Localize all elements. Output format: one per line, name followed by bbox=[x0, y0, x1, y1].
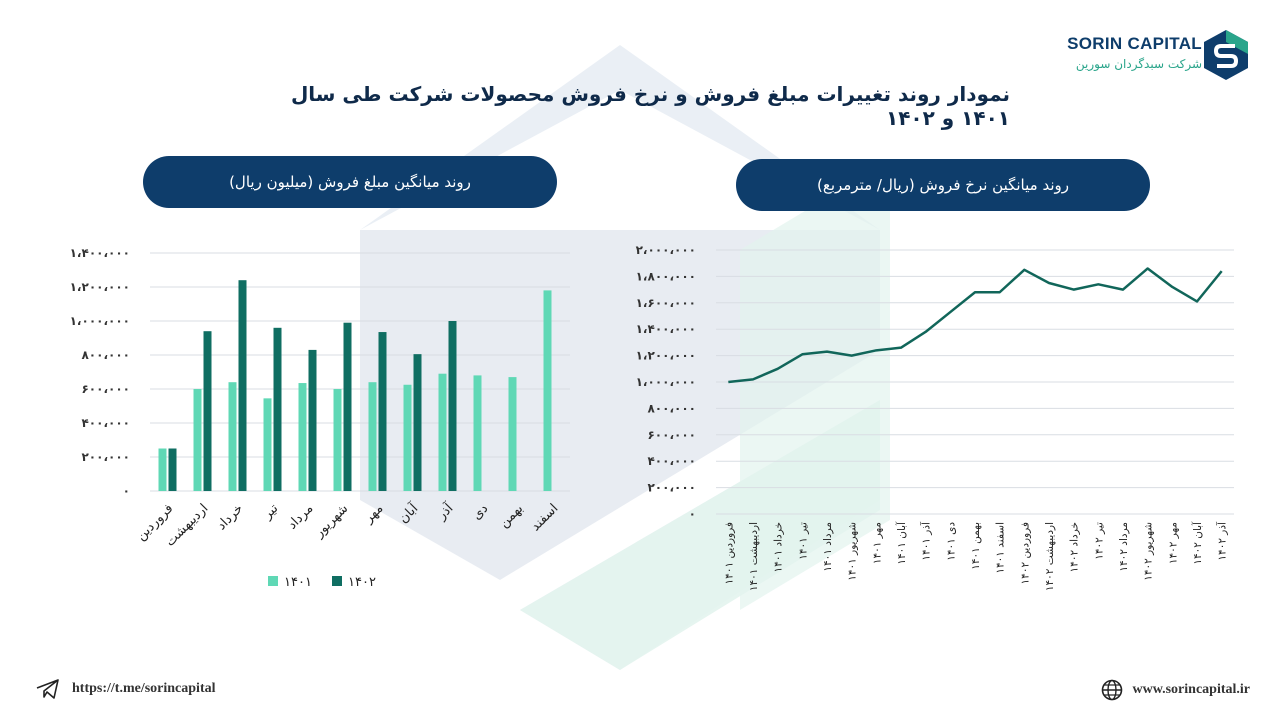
bar-1401 bbox=[543, 290, 552, 491]
bar-xtick-label: مرداد bbox=[285, 501, 316, 532]
bar-ytick-label: ۰ bbox=[123, 484, 130, 498]
line-xtick-label: مهر ۱۴۰۱ bbox=[871, 522, 883, 564]
brand-name: SORIN CAPITAL bbox=[1067, 34, 1202, 53]
bar-ytick-label: ۱،۴۰۰،۰۰۰ bbox=[70, 246, 130, 260]
line-xtick-label: مرداد ۱۴۰۱ bbox=[822, 522, 834, 572]
line-ytick-label: ۱،۸۰۰،۰۰۰ bbox=[636, 269, 696, 283]
bar-ytick-label: ۶۰۰،۰۰۰ bbox=[81, 382, 130, 396]
line-xtick-label: آبان ۱۴۰۱ bbox=[895, 521, 908, 565]
bar-1401 bbox=[298, 383, 307, 491]
line-ytick-label: ۰ bbox=[689, 507, 696, 521]
bar-chart-title: روند میانگین مبلغ فروش (میلیون ریال) bbox=[143, 156, 557, 208]
legend-swatch bbox=[332, 576, 342, 586]
line-xtick-label: مرداد ۱۴۰۲ bbox=[1118, 522, 1130, 572]
bar-1402 bbox=[308, 349, 317, 491]
line-xtick-label: اسفند ۱۴۰۱ bbox=[995, 522, 1007, 574]
footer-telegram[interactable]: https://t.me/sorincapital bbox=[36, 679, 216, 699]
line-series bbox=[728, 267, 1223, 384]
bar-xtick-label: شهریور bbox=[311, 501, 351, 541]
bar-1402 bbox=[343, 322, 352, 491]
bar-1401 bbox=[403, 384, 412, 491]
bar-xtick-label: خرداد bbox=[214, 501, 246, 533]
bar-1402 bbox=[273, 327, 282, 491]
brand-block: SORIN CAPITAL شرکت سبدگردان سورین bbox=[1067, 34, 1202, 71]
bar-1401 bbox=[508, 377, 517, 491]
bar-xtick-label: بهمن bbox=[497, 501, 527, 531]
bar-ytick-label: ۸۰۰،۰۰۰ bbox=[81, 348, 130, 362]
line-xtick-label: تیر ۱۴۰۲ bbox=[1093, 522, 1105, 560]
line-ytick-label: ۴۰۰،۰۰۰ bbox=[647, 454, 696, 468]
line-ytick-label: ۶۰۰،۰۰۰ bbox=[647, 428, 696, 442]
bar-1401 bbox=[333, 389, 342, 491]
bar-1402 bbox=[378, 332, 387, 491]
line-ytick-label: ۲۰۰،۰۰۰ bbox=[647, 481, 696, 495]
bar-1402 bbox=[238, 280, 247, 491]
legend-swatch bbox=[268, 576, 278, 586]
line-xtick-label: شهریور ۱۴۰۲ bbox=[1143, 522, 1155, 581]
bar-1402 bbox=[168, 448, 177, 491]
page-title: نمودار روند تغییرات مبلغ فروش و نرخ فروش… bbox=[290, 82, 1010, 130]
bar-ytick-label: ۲۰۰،۰۰۰ bbox=[81, 450, 130, 464]
line-ytick-label: ۸۰۰،۰۰۰ bbox=[647, 401, 696, 415]
line-xtick-label: اردیبهشت ۱۴۰۲ bbox=[1044, 522, 1056, 591]
line-ytick-label: ۱،۶۰۰،۰۰۰ bbox=[636, 296, 696, 310]
line-xtick-label: بهمن ۱۴۰۱ bbox=[970, 522, 982, 570]
bar-1401 bbox=[228, 382, 237, 491]
bar-1401 bbox=[263, 398, 272, 491]
line-xtick-label: شهریور ۱۴۰۱ bbox=[847, 522, 859, 581]
bar-1401 bbox=[438, 373, 447, 491]
line-ytick-label: ۲،۰۰۰،۰۰۰ bbox=[636, 243, 696, 257]
line-xtick-label: آذر ۱۴۰۱ bbox=[920, 521, 933, 561]
bar-xtick-label: اسفند bbox=[528, 501, 561, 534]
line-xtick-label: آبان ۱۴۰۲ bbox=[1191, 521, 1204, 565]
line-xtick-label: خرداد ۱۴۰۱ bbox=[773, 522, 785, 572]
bar-1402 bbox=[413, 354, 422, 491]
bar-1401 bbox=[158, 448, 167, 491]
line-xtick-label: آذر ۱۴۰۲ bbox=[1216, 521, 1229, 561]
bar-xtick-label: مهر bbox=[361, 501, 387, 527]
globe-icon bbox=[1101, 679, 1122, 701]
line-ytick-label: ۱،۴۰۰،۰۰۰ bbox=[636, 322, 696, 336]
bar-ytick-label: ۴۰۰،۰۰۰ bbox=[81, 416, 130, 430]
telegram-link[interactable]: https://t.me/sorincapital bbox=[72, 681, 216, 696]
legend-label: ۱۴۰۱ bbox=[284, 575, 312, 590]
line-xtick-label: فروردین ۱۴۰۱ bbox=[723, 522, 735, 584]
line-xtick-label: تیر ۱۴۰۱ bbox=[797, 522, 809, 560]
bar-1402 bbox=[448, 321, 457, 491]
bar-xtick-label: آبان bbox=[395, 499, 423, 527]
bar-xtick-label: آذر bbox=[433, 499, 458, 524]
line-chart-title: روند میانگین نرخ فروش (ریال/ مترمربع) bbox=[736, 159, 1150, 211]
line-ytick-label: ۱،۰۰۰،۰۰۰ bbox=[636, 375, 696, 389]
bar-ytick-label: ۱،۲۰۰،۰۰۰ bbox=[70, 280, 130, 294]
footer-website[interactable]: www.sorincapital.ir bbox=[1101, 679, 1250, 701]
line-ytick-label: ۱،۲۰۰،۰۰۰ bbox=[636, 349, 696, 363]
telegram-icon bbox=[36, 679, 59, 699]
line-xtick-label: مهر ۱۴۰۲ bbox=[1167, 522, 1179, 564]
line-xtick-label: فروردین ۱۴۰۲ bbox=[1019, 522, 1031, 584]
bar-xtick-label: تیر bbox=[260, 501, 282, 523]
bar-1402 bbox=[203, 331, 212, 491]
bar-ytick-label: ۱،۰۰۰،۰۰۰ bbox=[70, 314, 130, 328]
website-link[interactable]: www.sorincapital.ir bbox=[1132, 682, 1250, 697]
brand-logo-icon bbox=[1204, 30, 1248, 80]
legend-label: ۱۴۰۲ bbox=[348, 575, 376, 590]
line-xtick-label: خرداد ۱۴۰۲ bbox=[1069, 522, 1081, 572]
line-xtick-label: اردیبهشت ۱۴۰۱ bbox=[748, 522, 760, 591]
line-xtick-label: دی ۱۴۰۱ bbox=[945, 522, 957, 561]
brand-subtitle: شرکت سبدگردان سورین bbox=[1075, 57, 1202, 71]
bar-1401 bbox=[473, 375, 482, 491]
bar-1401 bbox=[193, 389, 202, 491]
bar-xtick-label: دی bbox=[469, 501, 491, 523]
bar-1401 bbox=[368, 382, 377, 491]
